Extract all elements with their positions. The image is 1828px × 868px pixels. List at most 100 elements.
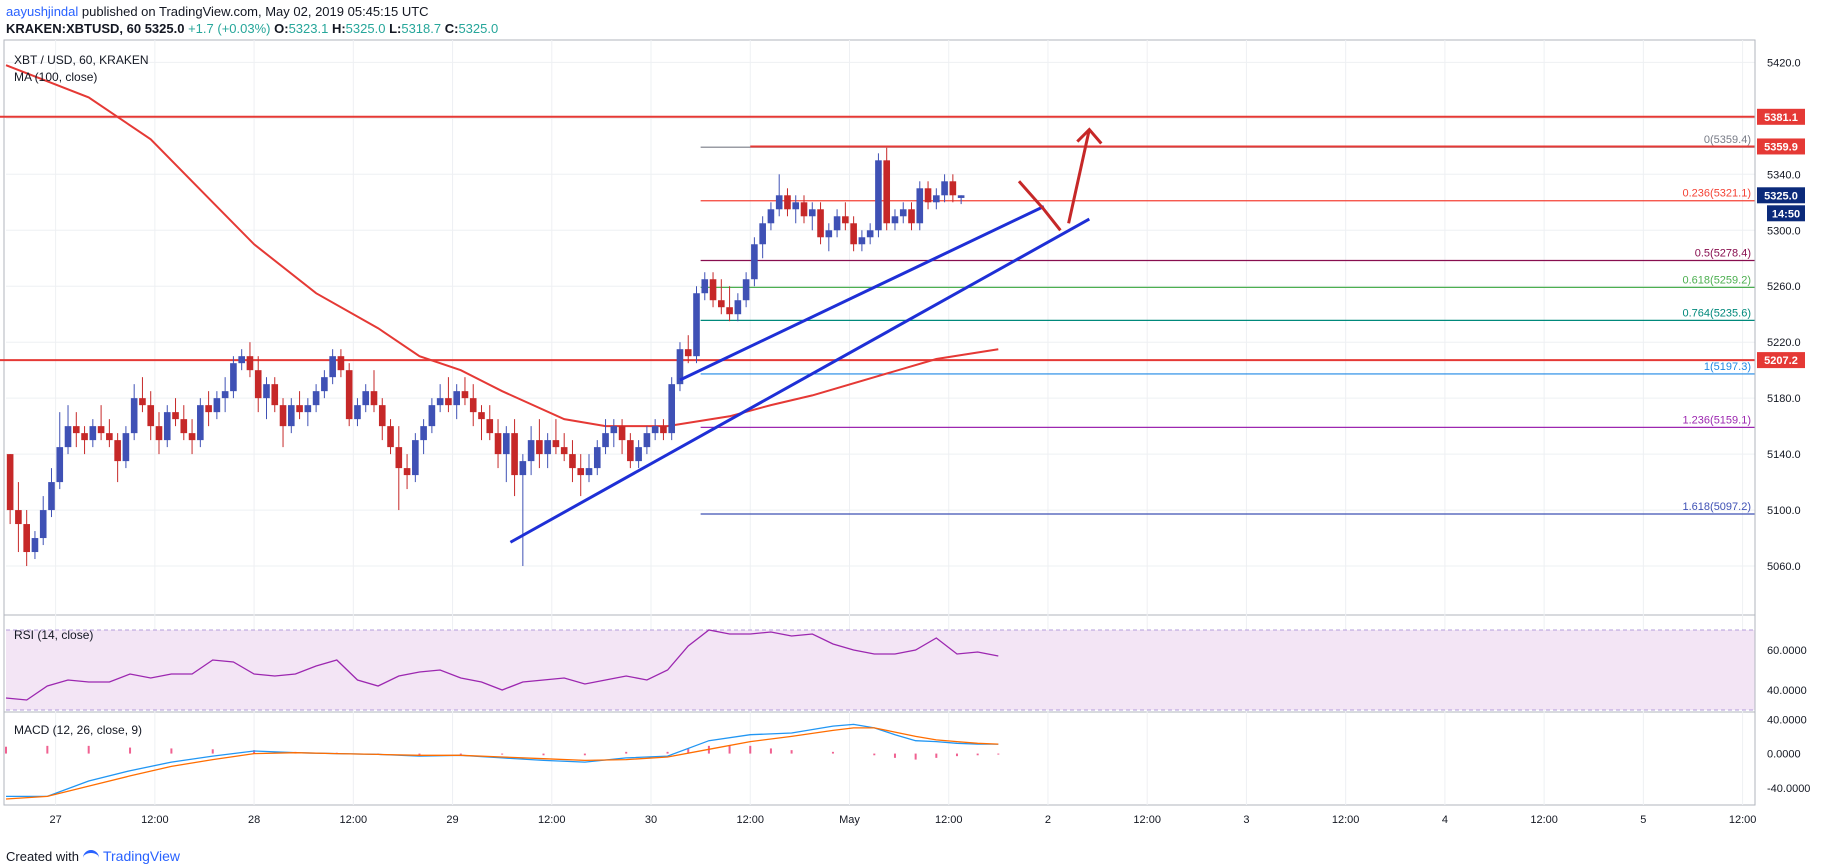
y-tick-label: 5260.0 xyxy=(1767,281,1801,293)
candle-body xyxy=(569,454,576,469)
rsi-legend: RSI (14, close) xyxy=(14,628,93,642)
candle-body xyxy=(354,405,361,420)
candle-body xyxy=(734,300,742,315)
fib-level-label: 0.236(5321.1) xyxy=(1683,188,1752,200)
tradingview-brand-link[interactable]: TradingView xyxy=(102,848,181,864)
candle-body xyxy=(56,447,64,483)
y-tick-label: 5420.0 xyxy=(1767,57,1801,69)
price-tag-label: 5359.9 xyxy=(1764,141,1798,153)
macd-histogram-bar xyxy=(769,748,772,754)
macd-histogram-bar xyxy=(625,751,628,754)
x-tick-label: 12:00 xyxy=(736,814,764,826)
macd-line xyxy=(6,723,999,798)
candle-body xyxy=(436,398,444,406)
candle-body xyxy=(221,391,229,399)
candle-body xyxy=(883,160,891,224)
candle-body xyxy=(660,426,667,434)
arrow-head xyxy=(1076,127,1103,145)
candle-body xyxy=(163,412,171,441)
candle-body xyxy=(23,524,30,553)
open-value: 5323.1 xyxy=(288,21,329,36)
candle-body xyxy=(188,433,196,441)
fib-level-label: 0.764(5235.6) xyxy=(1683,307,1752,319)
price-chart[interactable]: 0(5359.4) 0.236(5321.1) 0.5(5278.4) 0.618(5… xyxy=(0,0,1828,840)
candle-body xyxy=(155,426,163,441)
candle-body xyxy=(560,447,568,455)
rsi-tick-label: 40.0000 xyxy=(1767,685,1807,697)
macd-histogram-bar xyxy=(749,745,752,754)
rsi-pane xyxy=(5,629,1755,711)
candle-body xyxy=(337,356,345,371)
arrow-path xyxy=(1067,129,1091,224)
fibonacci-retracement: 0(5359.4) 0.236(5321.1) 0.5(5278.4) 0.618(5… xyxy=(700,134,1755,515)
macd-histogram-bar xyxy=(831,751,834,754)
candle-body xyxy=(718,300,725,308)
x-tick-label: 12:00 xyxy=(1729,814,1757,826)
x-tick-label: 5 xyxy=(1640,814,1646,826)
axes: 5420.05380.05340.05300.05260.05220.05180… xyxy=(49,40,1810,826)
candle-body xyxy=(536,440,543,455)
candle-body xyxy=(31,538,39,553)
x-tick-label: 27 xyxy=(49,814,61,826)
candle-body xyxy=(403,468,411,476)
candle-body xyxy=(263,384,270,399)
countdown-label: 14:50 xyxy=(1772,208,1800,220)
macd-histogram-bar xyxy=(583,753,586,756)
candle-body xyxy=(494,433,502,455)
candle-body xyxy=(445,398,452,406)
price-tag-bg xyxy=(1757,138,1805,155)
candle-body xyxy=(668,384,676,434)
author-link[interactable]: aayushjindal xyxy=(6,4,79,19)
candle-body xyxy=(544,440,551,455)
candle-body xyxy=(784,195,791,210)
low-label: L: xyxy=(389,21,402,36)
countdown-bg xyxy=(1767,205,1805,222)
candle-body xyxy=(213,398,221,413)
candle-body xyxy=(610,426,618,434)
candle-body xyxy=(39,510,47,539)
candle-body xyxy=(742,279,750,301)
fib-level-label: 1(5197.3) xyxy=(1704,361,1751,373)
fib-level-label: 1.618(5097.2) xyxy=(1683,501,1752,513)
macd-legend: MACD (12, 26, close, 9) xyxy=(14,723,142,737)
last-price: 5325.0 xyxy=(144,21,185,36)
candle-body xyxy=(817,209,824,238)
candle-body xyxy=(908,209,915,224)
x-tick-label: 12:00 xyxy=(340,814,368,826)
candle-body xyxy=(726,307,733,315)
candle-body xyxy=(751,244,758,280)
y-tick-label: 5140.0 xyxy=(1767,449,1801,461)
candle-body xyxy=(114,440,121,462)
candle-body xyxy=(842,216,849,224)
candle-body xyxy=(97,426,105,434)
arrow-path xyxy=(1017,180,1062,232)
ohlc-header: KRAKEN:XBTUSD, 60 5325.0 +1.7 (+0.03%) O… xyxy=(6,21,498,36)
candle-body xyxy=(502,433,510,455)
candle-body xyxy=(106,433,113,441)
candle-body xyxy=(412,440,419,476)
candle-body xyxy=(519,461,527,476)
ma100-line xyxy=(5,64,999,428)
candle-body xyxy=(933,195,940,203)
candle-body xyxy=(949,181,957,196)
candle-body xyxy=(833,216,841,231)
candle-body xyxy=(81,433,88,441)
candle-body xyxy=(312,391,320,406)
high-label: H: xyxy=(331,21,346,36)
macd-histogram-bar xyxy=(253,750,256,754)
candle-body xyxy=(800,202,808,217)
price-tag-label: 5207.2 xyxy=(1764,355,1798,367)
candle-body xyxy=(511,433,518,476)
candle-body xyxy=(345,370,353,420)
tradingview-logo-icon xyxy=(82,849,99,863)
horizontal-lines xyxy=(0,115,1755,362)
macd-histogram-bar xyxy=(790,750,793,754)
candle-body xyxy=(627,440,634,462)
macd-tick-label: 0.0000 xyxy=(1767,749,1801,761)
candle-body xyxy=(593,447,601,469)
candle-body xyxy=(321,377,328,392)
y-tick-label: 5180.0 xyxy=(1767,393,1801,405)
candle-body xyxy=(693,293,700,357)
macd-histogram-bar xyxy=(687,748,690,754)
candle-body xyxy=(602,433,609,448)
